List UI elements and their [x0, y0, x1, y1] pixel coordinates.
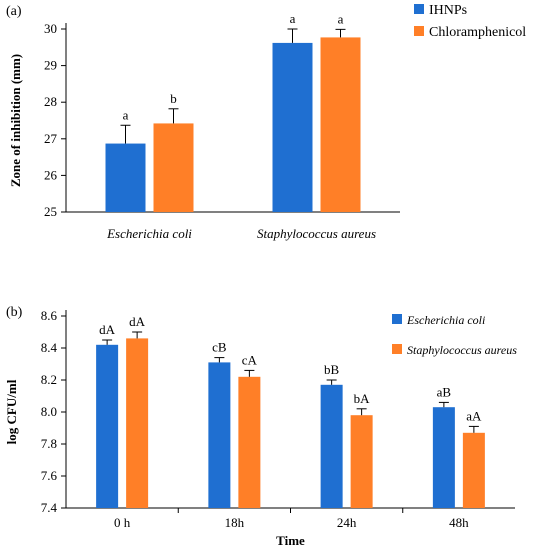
- y-tick-label: 7.8: [41, 436, 57, 451]
- y-tick-label: 7.4: [41, 500, 58, 515]
- bar-series1: [320, 384, 343, 508]
- bar-series2: [350, 415, 373, 508]
- significance-label: a: [338, 11, 344, 26]
- x-tick-label: Escherichia coli: [106, 226, 192, 241]
- significance-label: dA: [99, 322, 116, 337]
- legend-label: Escherichia coli: [406, 313, 485, 327]
- y-tick-label: 29: [44, 58, 57, 73]
- panel-label: (b): [6, 305, 23, 320]
- chart-a: (a) 25 26 27 28 29 30 Zone of inhibition (mm) Es…: [6, 3, 526, 241]
- legend-label: IHNPs: [429, 3, 467, 18]
- significance-label: cB: [212, 340, 227, 355]
- significance-label: bA: [354, 391, 371, 406]
- y-tick-label: 28: [44, 94, 57, 109]
- bar-series2: [153, 123, 194, 212]
- y-tick-label: 26: [44, 167, 58, 182]
- legend-swatch: [414, 26, 424, 36]
- bar-series1: [272, 42, 313, 212]
- x-tick-label: Staphylococcus aureus: [257, 226, 376, 241]
- significance-label: a: [123, 107, 129, 122]
- bar-series2: [126, 338, 149, 508]
- y-tick-label: 25: [44, 204, 57, 219]
- x-tick-label: 24h: [337, 515, 357, 530]
- bar-series1: [432, 407, 455, 508]
- significance-label: aA: [466, 408, 482, 423]
- x-tick-label: 48h: [449, 515, 469, 530]
- y-tick-label: 8.2: [41, 372, 57, 387]
- y-axis-title: Zone of inhibition (mm): [8, 54, 23, 187]
- y-tick-label: 8.0: [41, 404, 57, 419]
- significance-label: dA: [129, 314, 146, 329]
- legend-swatch: [392, 314, 402, 324]
- panel-label: (a): [6, 4, 22, 19]
- legend-swatch: [414, 4, 424, 14]
- bar-series2: [320, 37, 361, 212]
- legend-label: Chloramphenicol: [429, 25, 526, 40]
- x-tick-label: 18h: [225, 515, 245, 530]
- y-tick-label: 30: [44, 21, 57, 36]
- bar-series1: [96, 344, 119, 508]
- chart-b: (b) 7.4 7.6 7.8 8.0 8.2 8.4 8.6 log CFU/ml Time 0 …: [4, 305, 517, 548]
- significance-label: cA: [242, 352, 258, 367]
- legend-swatch: [392, 344, 402, 354]
- significance-label: b: [170, 91, 177, 106]
- significance-label: bB: [324, 362, 340, 377]
- legend-label: Staphylococcus aureus: [407, 343, 517, 357]
- y-tick-label: 8.6: [41, 308, 58, 323]
- bar-series2: [462, 432, 485, 508]
- significance-label: aB: [437, 384, 452, 399]
- significance-label: a: [290, 11, 296, 26]
- y-axis-title: log CFU/ml: [4, 379, 19, 444]
- x-axis-title: Time: [276, 533, 305, 548]
- y-tick-label: 8.4: [41, 340, 58, 355]
- x-tick-label: 0 h: [114, 515, 131, 530]
- y-tick-label: 7.6: [41, 468, 58, 483]
- bar-series1: [208, 362, 231, 508]
- bar-series2: [238, 376, 261, 508]
- y-tick-label: 27: [44, 131, 58, 146]
- bar-series1: [105, 143, 146, 212]
